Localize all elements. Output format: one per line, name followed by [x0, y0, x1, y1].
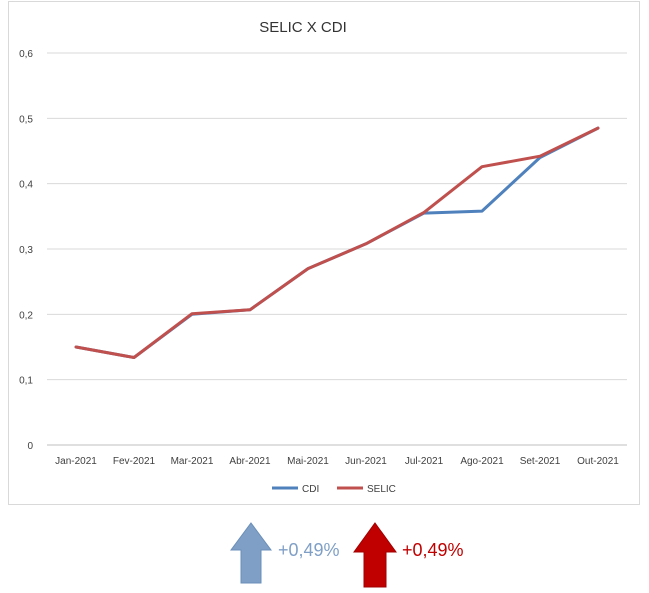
legend-label-cdi: CDI — [302, 484, 319, 495]
legend-label-selic: SELIC — [367, 484, 396, 495]
y-tick-label: 0,5 — [19, 114, 33, 125]
selic-change-label: +0,49% — [402, 540, 464, 560]
y-tick-label: 0 — [27, 441, 33, 452]
gridlines — [47, 52, 627, 446]
legend: CDI SELIC — [272, 484, 396, 495]
series-line-selic — [74, 126, 600, 359]
series-line-cdi — [74, 126, 600, 359]
x-tick-label: Jul-2021 — [405, 456, 444, 467]
x-tick-label: Out-2021 — [577, 456, 619, 467]
line-chart: SELIC X CDI 0 0,1 0,2 0,3 0,4 0,5 0,6 Jan-2021… — [19, 19, 627, 495]
y-tick-label: 0,1 — [19, 376, 33, 387]
x-tick-label: Abr-2021 — [229, 456, 271, 467]
x-tick-label: Mar-2021 — [171, 456, 214, 467]
cdi-change-label: +0,49% — [278, 540, 340, 560]
y-tick-label: 0,6 — [19, 49, 33, 60]
x-tick-label: Fev-2021 — [113, 456, 156, 467]
y-tick-label: 0,2 — [19, 310, 33, 321]
y-tick-label: 0,3 — [19, 245, 33, 256]
y-tick-label: 0,4 — [19, 180, 33, 191]
series-lines — [74, 126, 600, 359]
chart-frame: SELIC X CDI 0 0,1 0,2 0,3 0,4 0,5 0,6 Jan-2021… — [8, 1, 640, 505]
y-axis-ticks: 0 0,1 0,2 0,3 0,4 0,5 0,6 — [19, 49, 33, 452]
x-tick-label: Jun-2021 — [345, 456, 387, 467]
chart-title: SELIC X CDI — [259, 19, 347, 36]
x-tick-label: Mai-2021 — [287, 456, 329, 467]
x-tick-label: Jan-2021 — [55, 456, 97, 467]
selic-arrow-up-icon — [353, 522, 397, 588]
x-tick-label: Ago-2021 — [460, 456, 504, 467]
x-tick-label: Set-2021 — [520, 456, 561, 467]
x-axis-ticks: Jan-2021 Fev-2021 Mar-2021 Abr-2021 Mai-2021… — [55, 456, 619, 467]
cdi-arrow-up-icon — [230, 522, 272, 584]
